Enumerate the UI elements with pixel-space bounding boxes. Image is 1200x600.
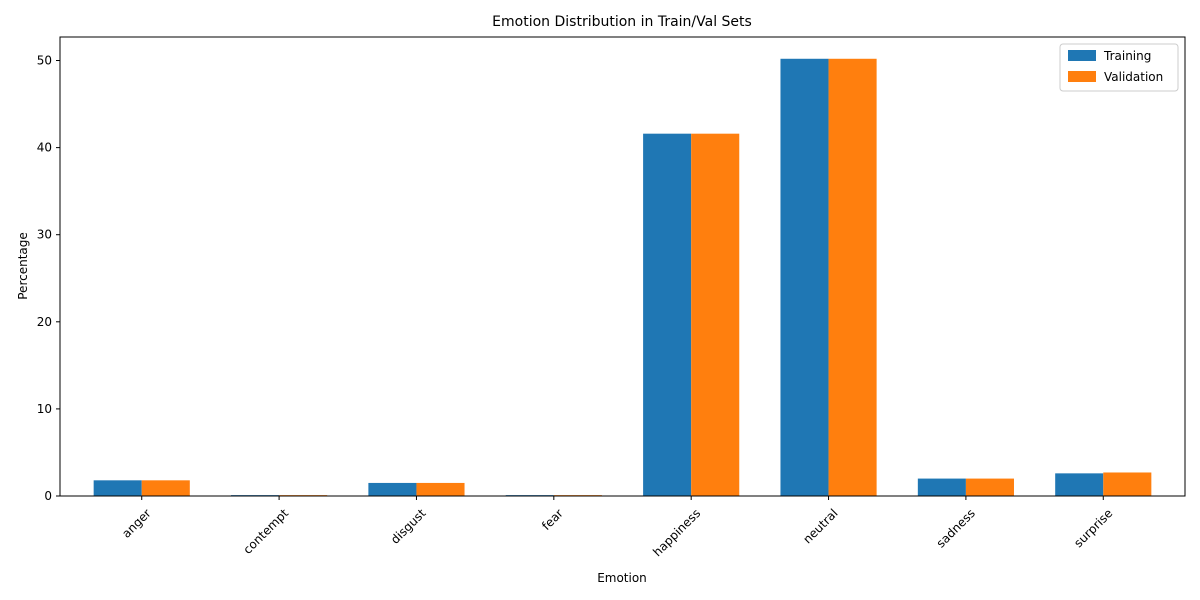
y-tick-label-20: 20	[37, 315, 52, 329]
bar-validation-sadness	[965, 478, 1014, 496]
bar-training-happiness	[643, 133, 692, 496]
bar-validation-happiness	[691, 133, 740, 496]
x-axis-ticks: anger contempt disgust fear happiness neutral…	[119, 496, 1115, 559]
bar-validation-surprise	[1103, 472, 1152, 496]
x-tick-label-happiness: happiness	[650, 506, 703, 559]
x-axis-label: Emotion	[597, 571, 647, 585]
x-tick-label-disgust: disgust	[388, 506, 429, 547]
y-tick-label-10: 10	[37, 402, 52, 416]
legend: Training Validation	[1059, 43, 1179, 92]
x-tick-label-fear: fear	[539, 506, 566, 533]
y-tick-label-30: 30	[37, 228, 52, 242]
legend-label-validation: Validation	[1104, 70, 1163, 84]
bar-training-neutral	[780, 58, 829, 496]
bar-training-disgust	[368, 482, 417, 496]
bar-training-anger	[93, 480, 142, 496]
plot-frame	[59, 36, 1186, 497]
y-axis-ticks: 0 10 20 30 40 50	[37, 54, 60, 503]
chart-title: Emotion Distribution in Train/Val Sets	[492, 14, 752, 30]
bars-group	[93, 58, 1152, 496]
legend-label-training: Training	[1103, 49, 1151, 63]
y-tick-label-50: 50	[37, 54, 52, 68]
legend-swatch-validation	[1068, 71, 1096, 82]
y-tick-label-40: 40	[37, 141, 52, 155]
x-tick-label-surprise: surprise	[1071, 506, 1115, 550]
x-tick-label-neutral: neutral	[800, 506, 840, 546]
y-axis-label: Percentage	[16, 232, 30, 300]
legend-swatch-training	[1068, 50, 1096, 61]
x-tick-label-sadness: sadness	[934, 506, 978, 550]
x-tick-label-contempt: contempt	[240, 506, 291, 557]
bar-validation-anger	[141, 480, 190, 496]
bar-training-sadness	[917, 478, 966, 496]
y-tick-label-0: 0	[44, 489, 52, 503]
bar-validation-neutral	[828, 58, 877, 496]
bar-training-surprise	[1055, 473, 1104, 496]
x-tick-label-anger: anger	[119, 506, 154, 541]
bar-validation-disgust	[416, 482, 465, 496]
